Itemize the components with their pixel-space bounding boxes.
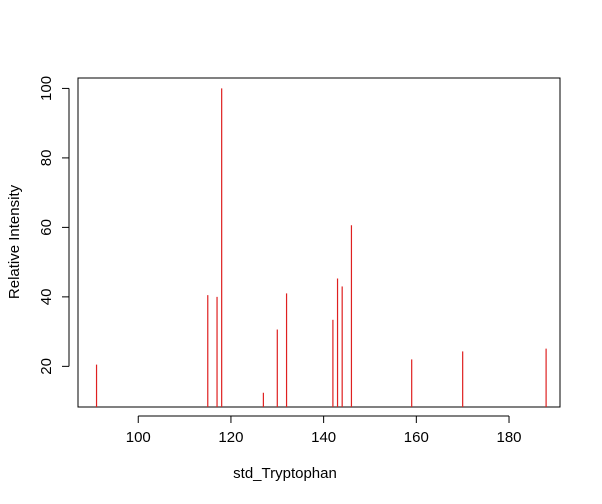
x-axis: 100 120 140 160 180 bbox=[126, 415, 522, 446]
bar-series bbox=[95, 88, 547, 407]
y-tick-label-40: 40 bbox=[38, 289, 55, 306]
y-tick-label-100: 100 bbox=[38, 76, 55, 101]
x-tick-label-180: 180 bbox=[497, 429, 522, 446]
x-axis-title: std_Tryptophan bbox=[233, 465, 337, 482]
y-tick-label-60: 60 bbox=[38, 219, 55, 236]
y-tick-label-80: 80 bbox=[38, 150, 55, 167]
y-axis: 20 40 60 80 100 bbox=[38, 76, 70, 375]
y-axis-title: Relative Intensity bbox=[6, 184, 23, 299]
x-tick-label-120: 120 bbox=[218, 429, 243, 446]
y-tick-label-20: 20 bbox=[38, 358, 55, 375]
x-tick-label-160: 160 bbox=[404, 429, 429, 446]
x-tick-label-100: 100 bbox=[126, 429, 151, 446]
x-tick-label-140: 140 bbox=[311, 429, 336, 446]
plot-box bbox=[77, 77, 561, 408]
